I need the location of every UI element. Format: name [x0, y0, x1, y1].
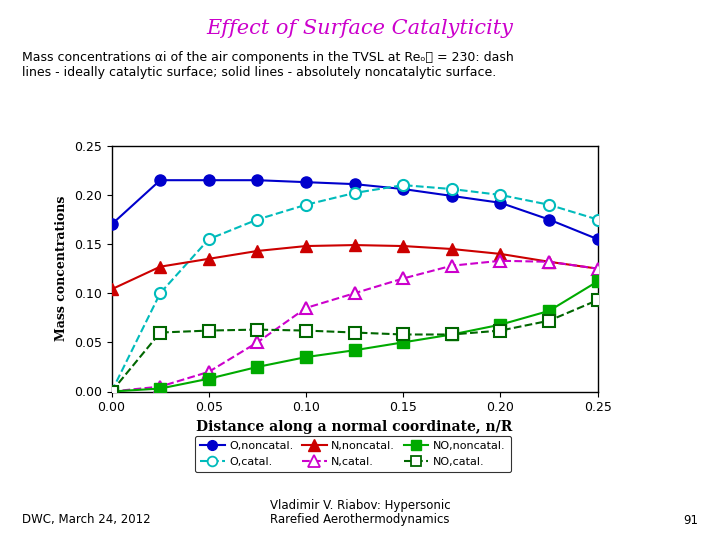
Y-axis label: Mass concentrations: Mass concentrations [55, 196, 68, 341]
Text: Mass concentrations αi of the air components in the TVSL at Reₒ⁦ = 230: dash
lin: Mass concentrations αi of the air compon… [22, 51, 513, 79]
Text: DWC, March 24, 2012: DWC, March 24, 2012 [22, 514, 150, 526]
X-axis label: Distance along a normal coordinate, n/R: Distance along a normal coordinate, n/R [197, 420, 513, 434]
Text: 91: 91 [683, 514, 698, 526]
Legend: O,noncatal., O,catal., N,noncatal., N,catal., NO,noncatal., NO,catal.: O,noncatal., O,catal., N,noncatal., N,ca… [194, 436, 511, 472]
Text: Effect of Surface Catalyticity: Effect of Surface Catalyticity [207, 19, 513, 38]
Text: Vladimir V. Riabov: Hypersonic
Rarefied Aerothermodynamics: Vladimir V. Riabov: Hypersonic Rarefied … [270, 498, 450, 526]
